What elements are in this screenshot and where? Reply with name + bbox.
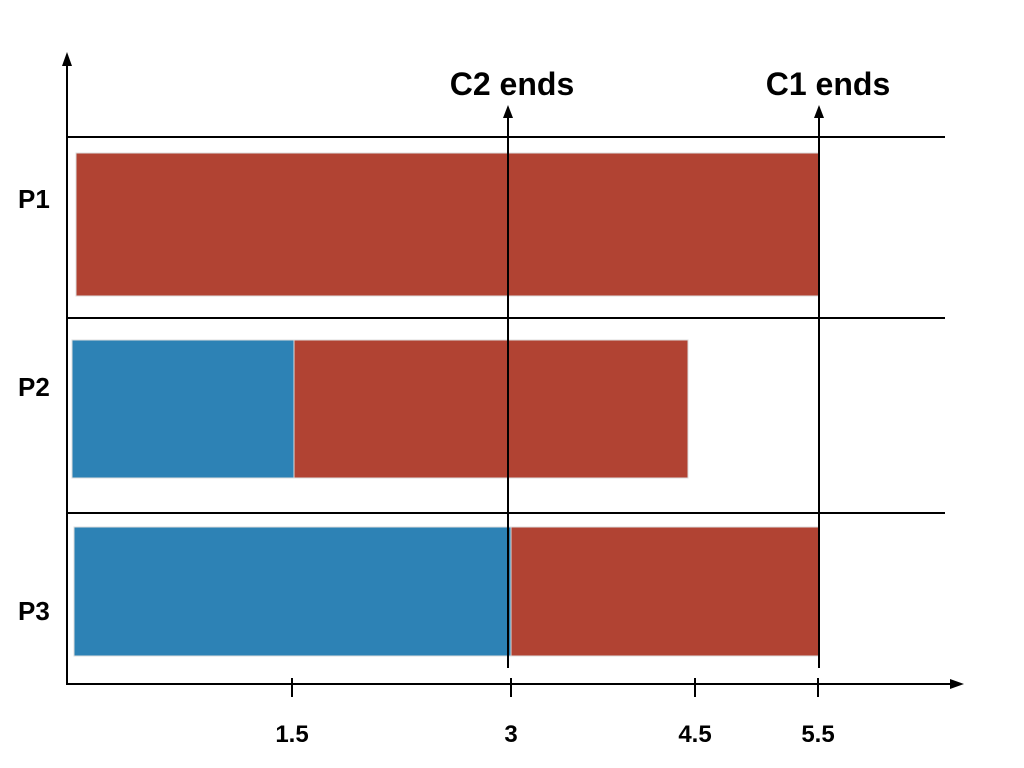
ticks-group: 1.5 3 4.5 5.5 bbox=[275, 678, 835, 748]
bar-segment-p1-1 bbox=[75, 152, 820, 297]
y-axis-arrowhead bbox=[62, 52, 72, 66]
x-tick-label: 4.5 bbox=[678, 721, 711, 748]
row-labels-group: P1 P2 P3 bbox=[18, 184, 50, 626]
marker-arrowhead bbox=[814, 105, 824, 118]
marker-arrowhead bbox=[503, 105, 513, 118]
x-tick-label: 5.5 bbox=[801, 721, 834, 748]
row-label-p2: P2 bbox=[18, 372, 50, 402]
bars-group bbox=[71, 152, 820, 657]
row-label-p3: P3 bbox=[18, 596, 50, 626]
bar-segment-p2-2 bbox=[293, 339, 689, 479]
x-axis-arrowhead bbox=[950, 679, 964, 689]
x-tick-label: 3 bbox=[504, 721, 517, 748]
bar-segment-p2-1 bbox=[71, 339, 295, 479]
bar-segment-p3-1 bbox=[73, 526, 512, 657]
marker-label: C2 ends bbox=[450, 66, 574, 102]
row-label-p1: P1 bbox=[18, 184, 50, 214]
bar-segment-p3-2 bbox=[510, 526, 820, 657]
markers-group: C2 ends C1 ends bbox=[450, 66, 890, 668]
marker-label: C1 ends bbox=[766, 66, 890, 102]
x-tick-label: 1.5 bbox=[275, 721, 308, 748]
